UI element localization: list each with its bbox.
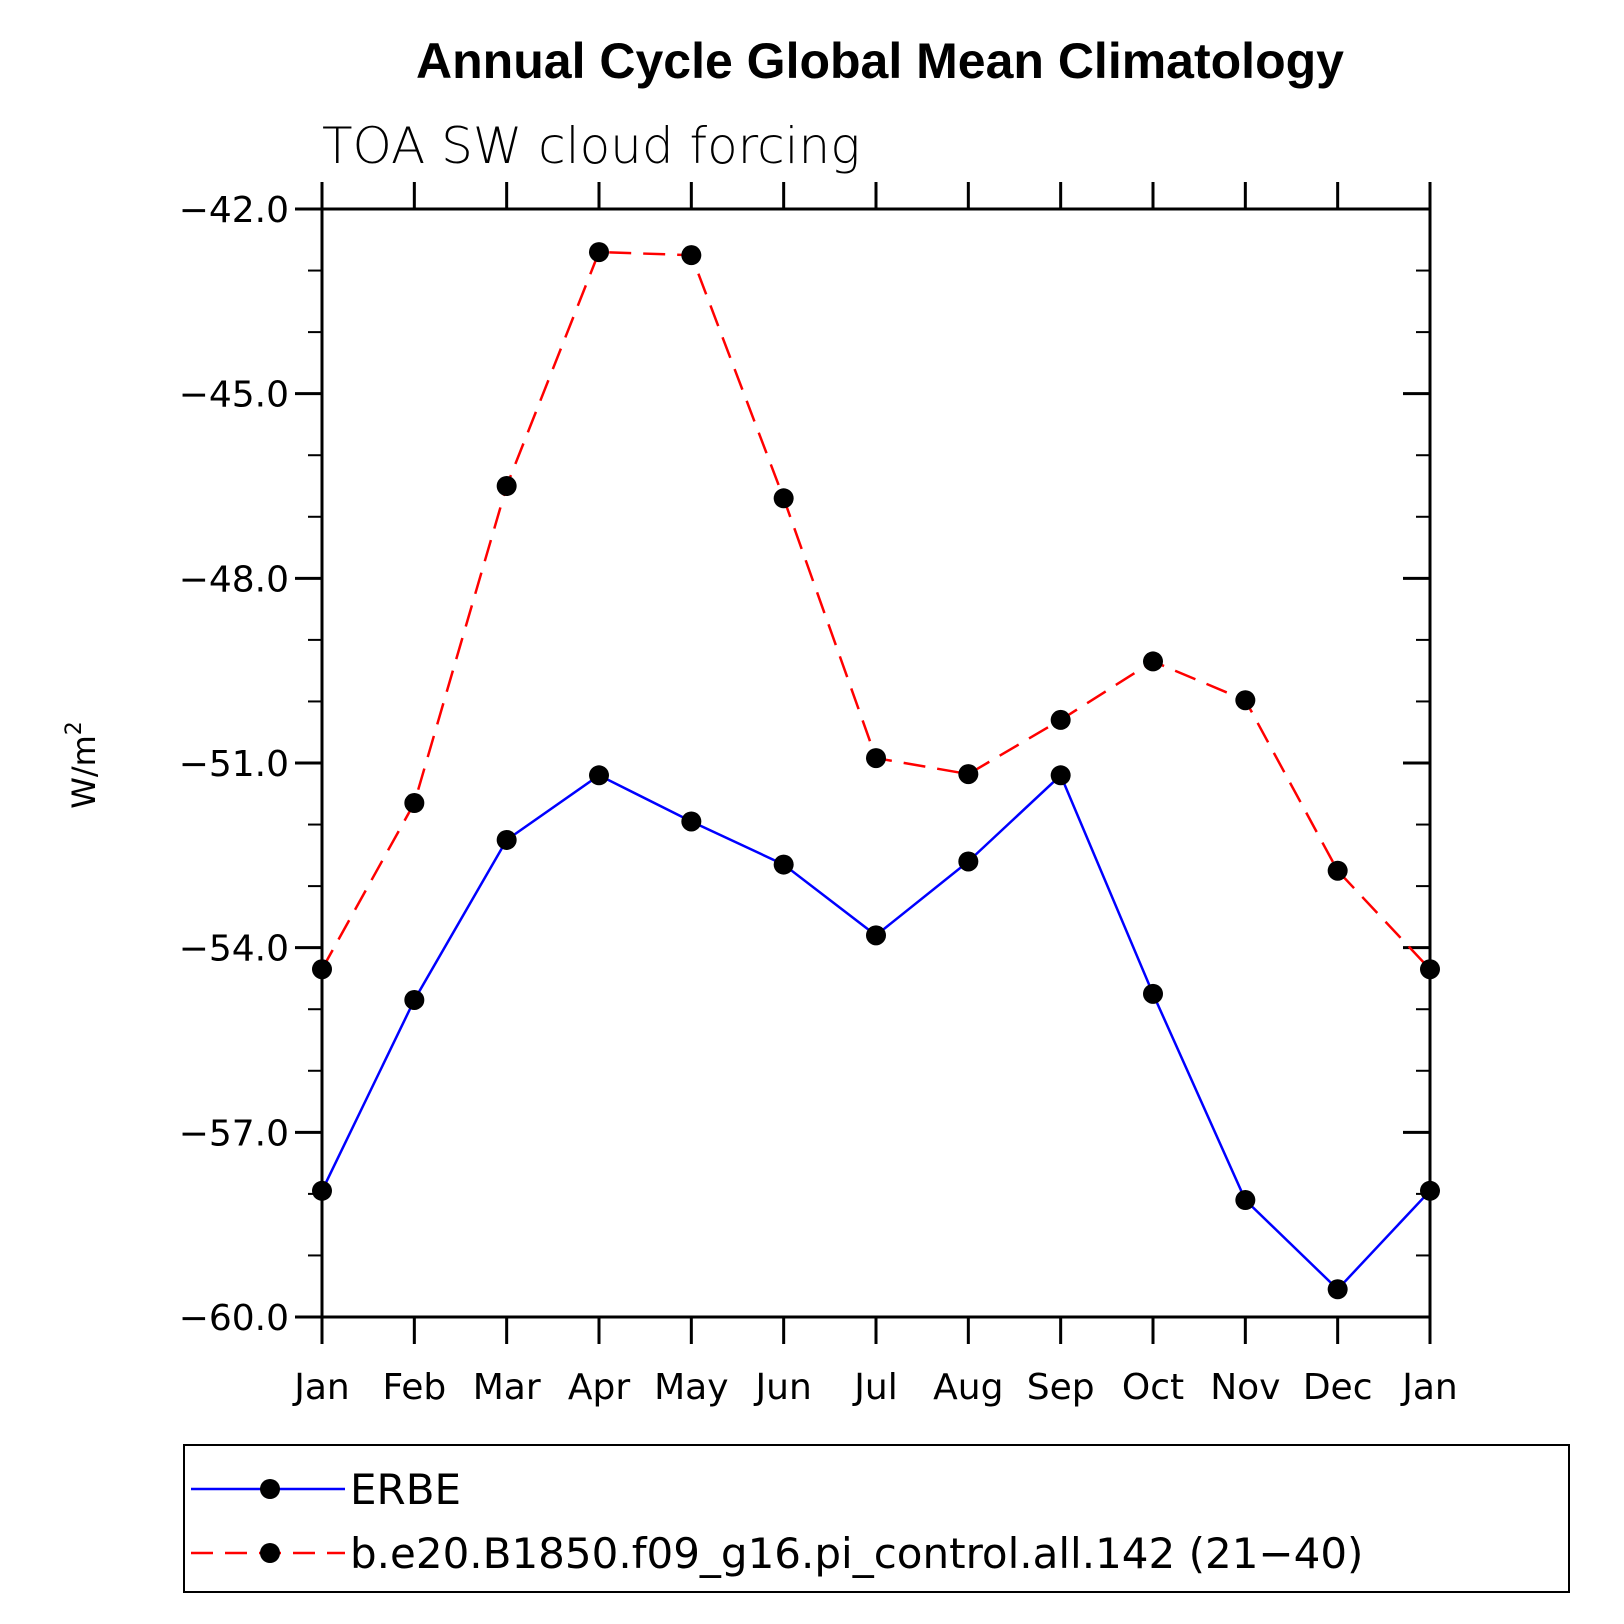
y-tick-labels: −60.0 −57.0 −54.0 −51.0 −48.0 −45.0 −42.0: [179, 190, 289, 1339]
legend-box: [183, 1444, 1570, 1593]
data-point-series-2: [1327, 860, 1348, 881]
legend-marker-1: [260, 1479, 280, 1499]
series-line-2: [320, 250, 1431, 971]
data-point-series-2: [1143, 651, 1163, 672]
x-tick-label: Apr: [568, 1367, 630, 1408]
data-point-series-1: [681, 811, 702, 832]
data-point-series-2: [866, 748, 886, 769]
series-line-1: [320, 773, 1431, 1292]
series-layer: [312, 242, 1440, 1300]
legend-marker-2: [260, 1543, 280, 1563]
legend-items: ERBE b.e20.B1850.f09_g16.pi_control.all.1…: [191, 1465, 1363, 1578]
y-axis-label: W/m2: [62, 721, 103, 809]
x-tick-label: Jul: [852, 1367, 897, 1408]
data-point-series-2: [773, 488, 794, 509]
data-point-series-1: [1050, 765, 1071, 786]
data-point-series-1: [496, 829, 517, 850]
x-tick-label: Jan: [1400, 1367, 1458, 1408]
x-tick-label: Nov: [1210, 1367, 1280, 1408]
y-axis-label-superscript: 2: [62, 721, 87, 735]
data-point-series-1: [866, 925, 886, 946]
data-point-series-2: [1420, 959, 1440, 980]
x-tick-label: Oct: [1122, 1367, 1184, 1408]
chart-title: Annual Cycle Global Mean Climatology: [416, 33, 1344, 89]
data-point-series-1: [312, 1180, 332, 1201]
y-tick-label: −42.0: [179, 190, 289, 231]
data-point-series-1: [1235, 1190, 1256, 1211]
y-tick-label: −45.0: [179, 375, 289, 416]
legend-label-1: ERBE: [350, 1465, 461, 1514]
legend-label-2: b.e20.B1850.f09_g16.pi_control.all.142 (…: [350, 1529, 1363, 1578]
y-tick-label: −57.0: [179, 1113, 289, 1154]
x-tick-label: Jan: [292, 1367, 350, 1408]
y-tick-label: −51.0: [179, 744, 289, 785]
x-tick-label: Dec: [1303, 1367, 1373, 1408]
data-point-series-1: [1327, 1279, 1348, 1300]
legend: ERBE b.e20.B1850.f09_g16.pi_control.all.1…: [183, 1444, 1570, 1593]
x-tick-label: Aug: [933, 1367, 1003, 1408]
chart-subtitle: TOA SW cloud forcing: [322, 117, 860, 175]
y-tick-label: −48.0: [179, 559, 289, 600]
data-point-series-1: [958, 851, 979, 872]
data-point-series-2: [681, 245, 702, 266]
x-tick-label: Mar: [473, 1367, 541, 1408]
data-point-series-1: [773, 854, 794, 875]
data-point-series-1: [1420, 1180, 1440, 1201]
data-point-series-2: [496, 476, 517, 496]
y-tick-label: −54.0: [179, 929, 289, 970]
y-axis-label-text: W/m: [65, 735, 103, 809]
data-point-series-2: [1050, 709, 1071, 730]
data-point-series-2: [1235, 690, 1256, 711]
x-tick-label: Jun: [754, 1367, 812, 1408]
data-point-series-1: [1143, 983, 1163, 1004]
data-point-series-2: [589, 242, 609, 263]
data-point-series-2: [958, 764, 979, 785]
data-point-series-2: [404, 793, 425, 814]
x-tick-label: May: [654, 1367, 728, 1408]
svg-text:W/m2: W/m2: [62, 721, 103, 809]
axis-ticks: [295, 182, 1432, 1344]
data-point-series-1: [589, 765, 609, 786]
y-tick-label: −60.0: [179, 1298, 289, 1339]
x-tick-label: Feb: [382, 1367, 446, 1408]
data-point-series-1: [404, 989, 425, 1010]
x-tick-labels: Jan Feb Mar Apr May Jun Jul Aug Sep Oct Nov Dec Jan: [292, 1367, 1458, 1408]
x-tick-label: Sep: [1027, 1367, 1095, 1408]
data-point-series-2: [312, 959, 332, 980]
